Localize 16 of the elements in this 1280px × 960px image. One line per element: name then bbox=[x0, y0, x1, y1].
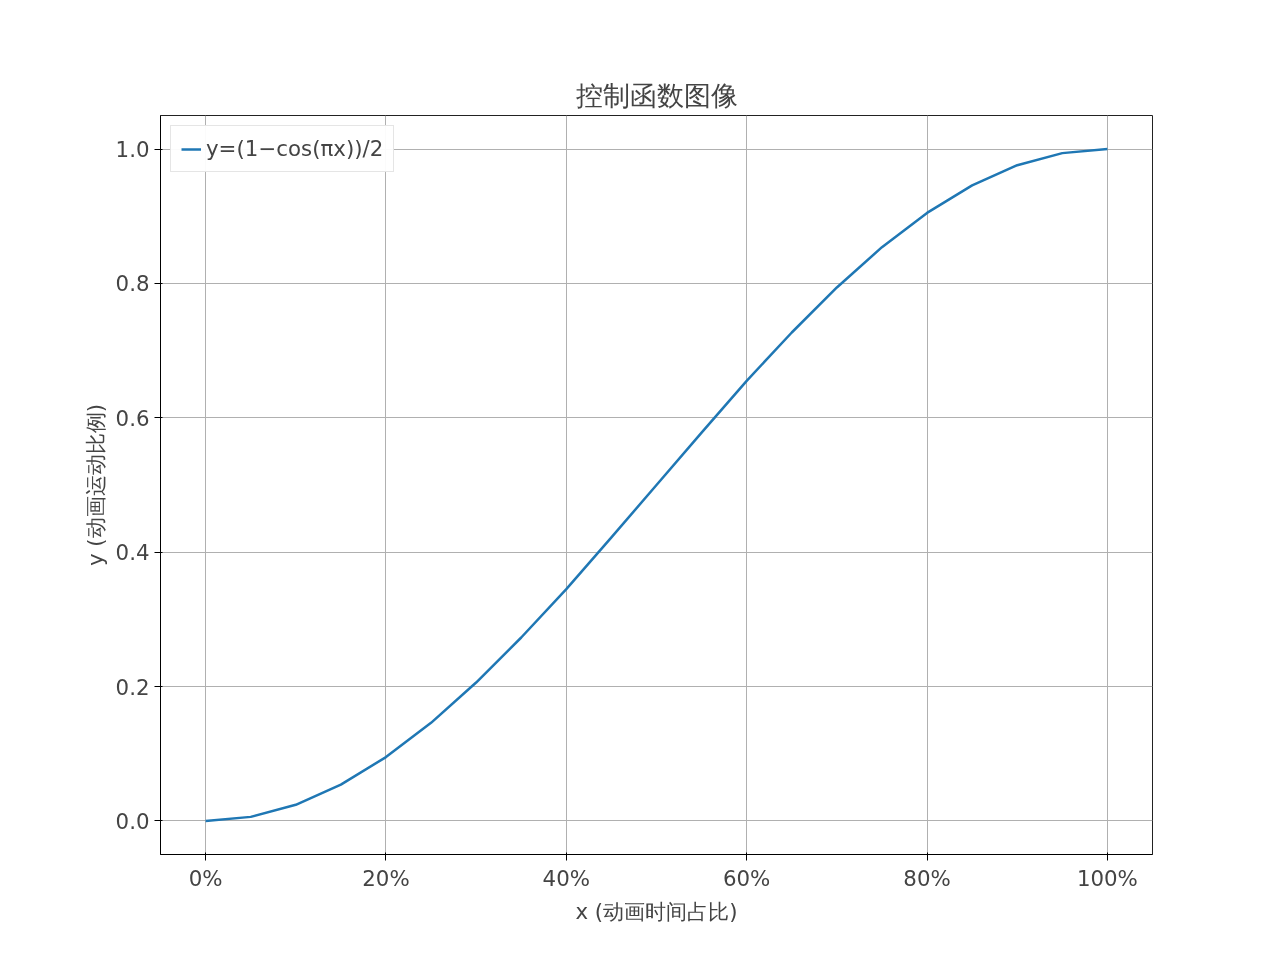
y-tick-label: 0.2 bbox=[115, 674, 150, 700]
legend-label: y=(1−cos(πx))/2 bbox=[206, 136, 384, 161]
x-tick-label: 100% bbox=[1076, 865, 1138, 891]
chart-title: 控制函数图像 bbox=[575, 79, 738, 111]
x-tick-label: 60% bbox=[722, 865, 771, 891]
x-tick-label: 40% bbox=[542, 865, 591, 891]
y-tick-label: 0.0 bbox=[115, 808, 150, 834]
y-tick-label: 0.6 bbox=[115, 405, 150, 431]
y-tick-label: 0.8 bbox=[115, 271, 150, 297]
x-tick-label: 20% bbox=[362, 865, 410, 891]
y-tick-label: 0.4 bbox=[115, 540, 150, 566]
x-tick-label: 80% bbox=[903, 865, 951, 891]
y-tick-label: 1.0 bbox=[115, 137, 150, 163]
x-axis-title: x (动画时间占比) bbox=[575, 898, 738, 924]
y-axis-title: y (动画运动比例) bbox=[82, 403, 108, 567]
x-tick-label: 0% bbox=[188, 865, 223, 891]
